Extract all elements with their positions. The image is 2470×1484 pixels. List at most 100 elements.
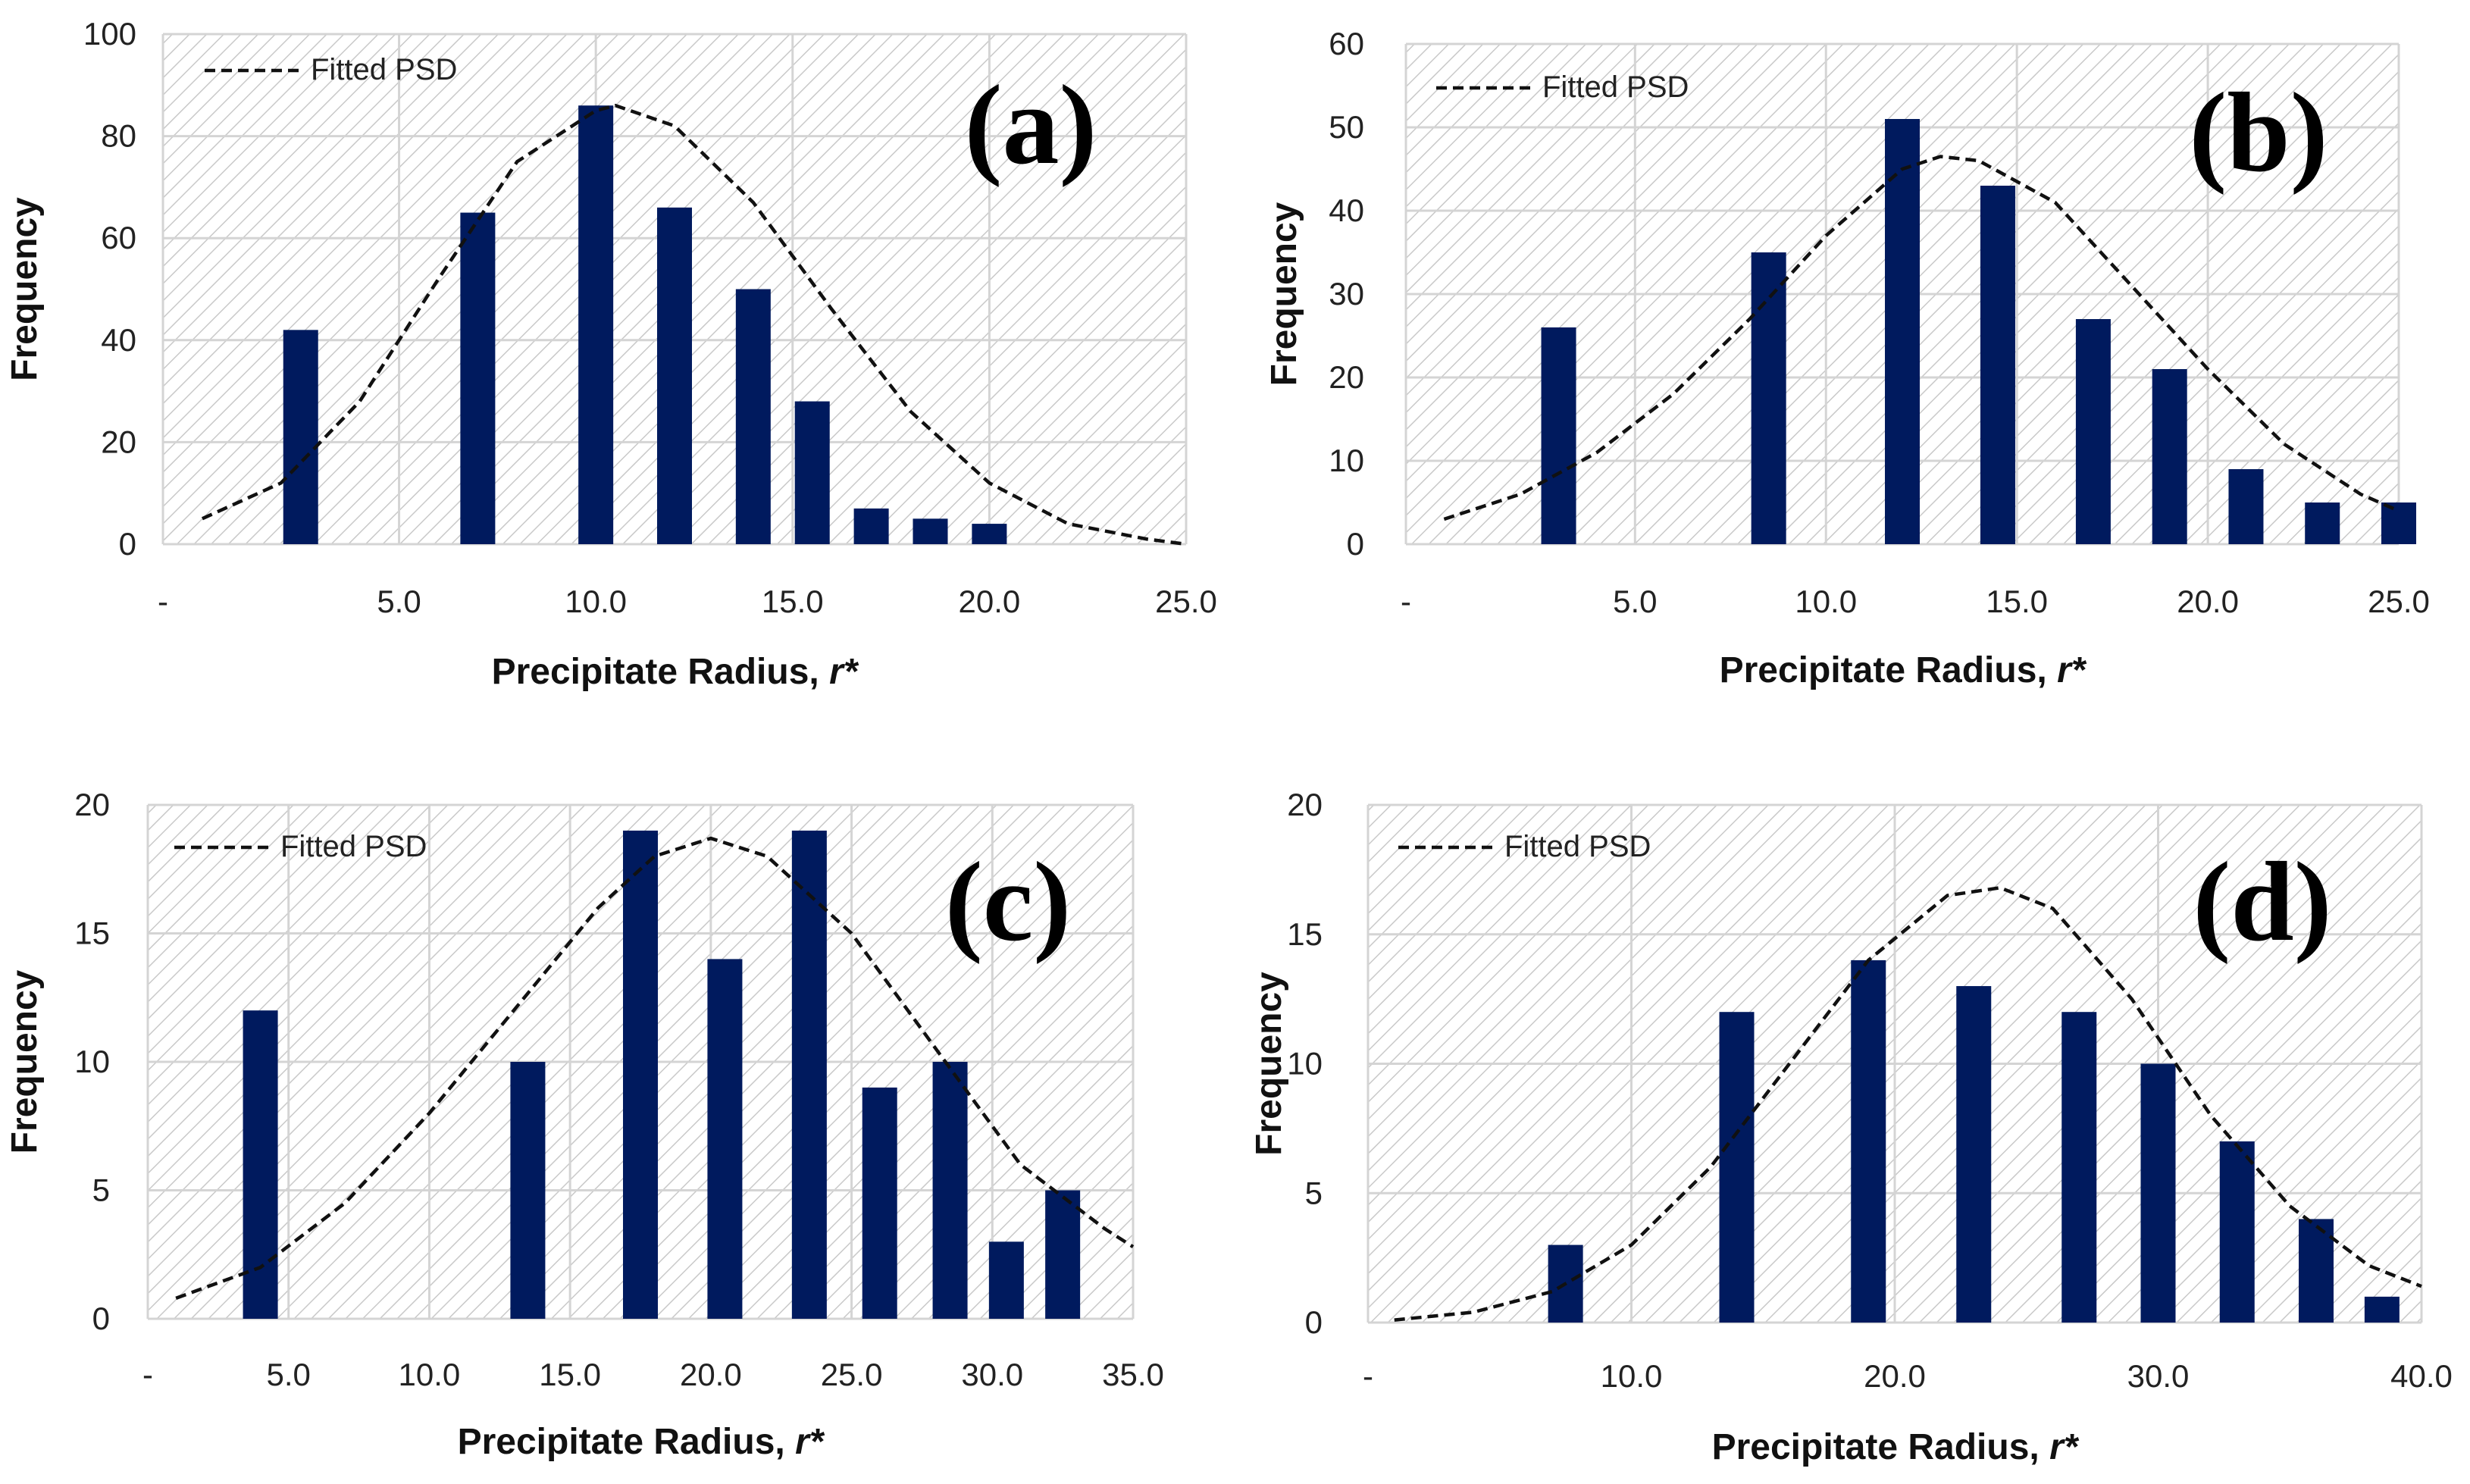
- x-tick-label: 10.0: [1795, 584, 1857, 619]
- y-tick-label: 0: [1347, 526, 1364, 562]
- fitted-psd-curve: [1394, 886, 2422, 1322]
- y-tick-label: 40: [1329, 193, 1364, 228]
- y-tick-label: 60: [1329, 26, 1364, 61]
- panel-label: (d): [2193, 839, 2331, 965]
- bar: [2219, 1141, 2255, 1323]
- y-tick-label: 0: [119, 526, 136, 562]
- bar: [1751, 252, 1786, 544]
- x-tick-label: 15.0: [1986, 584, 2048, 619]
- x-axis-title: Precipitate Radius, r*: [492, 652, 859, 692]
- x-tick-label: 20.0: [959, 584, 1021, 619]
- x-tick-label: 10.0: [565, 584, 627, 619]
- x-tick-label: 15.0: [762, 584, 824, 619]
- bar: [1885, 119, 1920, 544]
- bar: [2364, 1296, 2400, 1323]
- x-tick-label: 20.0: [680, 1357, 742, 1392]
- y-tick-label: 15: [74, 916, 110, 951]
- bar: [1045, 1190, 1081, 1319]
- bar: [578, 105, 614, 545]
- x-tick-label: 25.0: [1155, 584, 1217, 619]
- chart-panel-d: 0 5 10 15 20 - 10.0 20.0 30.0 40.0 Fitted PSD (d) Fr…: [1249, 787, 2453, 1467]
- x-tick-label: 25.0: [2368, 584, 2430, 619]
- x-tick-label: -: [158, 584, 168, 619]
- bar: [2299, 1219, 2334, 1323]
- x-tick-label: 30.0: [2127, 1358, 2190, 1394]
- x-tick-label: 10.0: [1601, 1358, 1663, 1394]
- legend-label: Fitted PSD: [280, 830, 427, 863]
- x-axis-title-text: Precipitate Radius,: [1712, 1427, 2049, 1467]
- legend-label: Fitted PSD: [311, 53, 457, 86]
- legend-label: Fitted PSD: [1504, 830, 1651, 863]
- y-axis-title: Frequency: [5, 197, 45, 381]
- y-axis-title: Frequency: [1264, 202, 1304, 386]
- x-tick-label: 10.0: [399, 1357, 461, 1392]
- x-tick-label: 25.0: [821, 1357, 883, 1392]
- y-tick-label: 0: [1305, 1304, 1323, 1340]
- y-tick-label: 20: [74, 787, 110, 822]
- legend-label: Fitted PSD: [1542, 70, 1689, 104]
- x-tick-label: 5.0: [267, 1357, 311, 1392]
- x-axis-title: Precipitate Radius, r*: [1712, 1427, 2080, 1467]
- y-tick-label: 0: [92, 1301, 110, 1336]
- x-axis-title-text: Precipitate Radius,: [492, 652, 829, 692]
- y-tick-label: 15: [1287, 916, 1323, 952]
- bar: [2140, 1063, 2176, 1323]
- x-axis-title-text: Precipitate Radius,: [458, 1422, 795, 1462]
- y-axis-title: Frequency: [5, 969, 45, 1154]
- y-tick-label: 10: [74, 1044, 110, 1079]
- bar: [707, 959, 743, 1319]
- bar: [791, 830, 827, 1319]
- bar: [2061, 1012, 2097, 1323]
- x-axis-title-symbol: r*: [2049, 1427, 2080, 1467]
- bar: [2305, 502, 2340, 544]
- x-tick-label: 5.0: [377, 584, 421, 619]
- panel-label: (a): [965, 62, 1097, 188]
- x-tick-label: -: [1401, 584, 1411, 619]
- x-axis-title: Precipitate Radius, r*: [1720, 650, 2087, 690]
- y-tick-label: 80: [101, 118, 136, 154]
- y-tick-label: 20: [101, 424, 136, 459]
- y-tick-label: 50: [1329, 109, 1364, 145]
- x-axis-title-symbol: r*: [795, 1422, 825, 1462]
- bar: [913, 518, 948, 544]
- y-tick-label: 100: [83, 16, 136, 52]
- panel-label: (c): [945, 839, 1071, 965]
- x-tick-label: 15.0: [539, 1357, 601, 1392]
- y-tick-label: 30: [1329, 276, 1364, 312]
- bar: [1980, 186, 2015, 544]
- x-tick-label: 30.0: [961, 1357, 1023, 1392]
- bar: [510, 1062, 546, 1319]
- y-axis-title: Frequency: [1249, 972, 1289, 1156]
- y-tick-label: 10: [1287, 1046, 1323, 1082]
- x-tick-label: 20.0: [1864, 1358, 1926, 1394]
- x-tick-label: -: [142, 1357, 153, 1392]
- bar: [2228, 469, 2264, 544]
- x-tick-label: 35.0: [1102, 1357, 1164, 1392]
- fitted-psd-curve: [175, 836, 1135, 1300]
- x-axis-title: Precipitate Radius, r*: [458, 1422, 825, 1462]
- y-tick-label: 10: [1329, 443, 1364, 478]
- y-tick-label: 5: [92, 1172, 110, 1208]
- bar: [735, 289, 771, 544]
- bar: [1719, 1012, 1755, 1323]
- chart-panel-b: 0 10 20 30 40 50 60 - 5.0 10.0 15.0 20.0 25.0 Fitted …: [1264, 26, 2430, 690]
- y-tick-label: 60: [101, 220, 136, 255]
- bar: [1851, 960, 1886, 1323]
- bar: [2075, 319, 2111, 544]
- x-tick-label: -: [1363, 1358, 1373, 1394]
- bar: [862, 1087, 897, 1319]
- y-tick-label: 20: [1287, 787, 1323, 822]
- fitted-psd-curve: [1443, 155, 2400, 521]
- bar: [657, 207, 692, 544]
- y-tick-label: 40: [101, 322, 136, 358]
- bar: [460, 212, 496, 544]
- bar: [1541, 327, 1576, 544]
- x-tick-label: 5.0: [1613, 584, 1657, 619]
- bar: [794, 401, 830, 544]
- chart-panel-c: 0 5 10 15 20 - 5.0 10.0 15.0 20.0 25.0 30.0 35.0 Fitt…: [5, 787, 1164, 1462]
- x-tick-label: 40.0: [2390, 1358, 2453, 1394]
- x-axis-title-symbol: r*: [829, 652, 859, 692]
- chart-panel-a: 0 20 40 60 80 100 - 5.0 10.0 15.0 20.0 25.0 Fitted P…: [5, 16, 1217, 692]
- y-tick-label: 20: [1329, 359, 1364, 395]
